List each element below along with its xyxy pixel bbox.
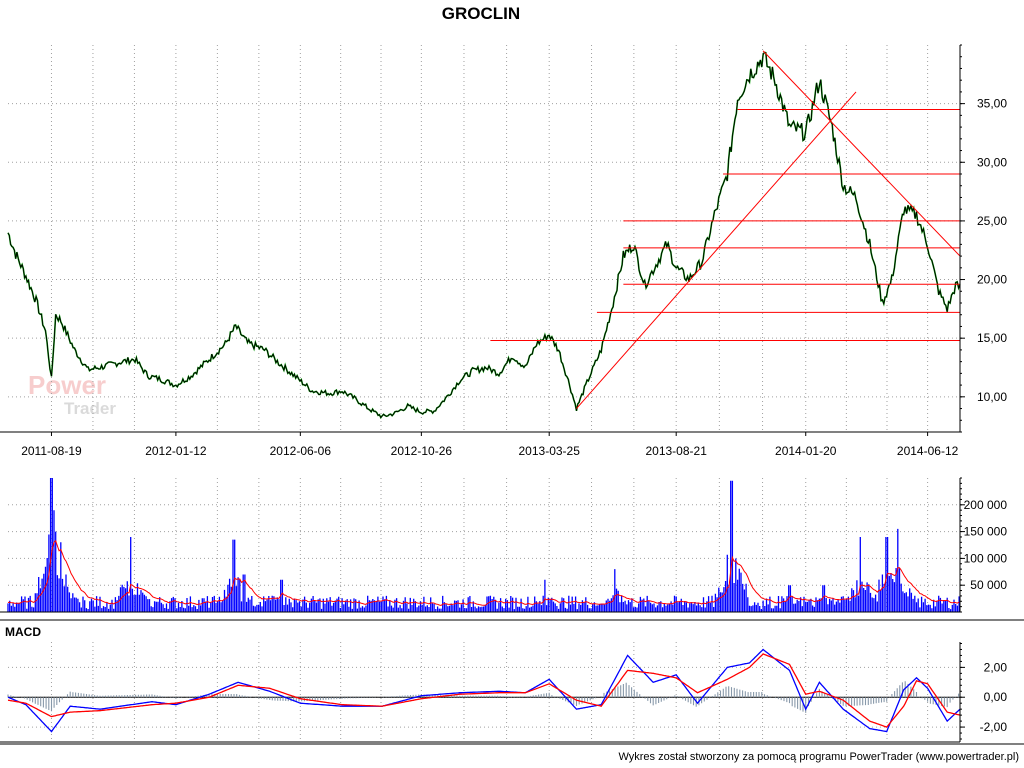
x-tick-label: 2011-08-19 [21,444,82,458]
volume-y-tick-label: 200 000 [964,498,1008,512]
x-tick-label: 2014-01-20 [775,444,837,458]
macd-y-tick-label: 2,00 [984,660,1008,674]
axes-layer: 2011-08-19 2012-01-12 2012-06-06 2012-10-26… [0,44,1024,745]
chart-title: GROCLIN [442,4,520,23]
macd-signal-line [7,653,961,728]
x-tick-label: 2012-06-06 [270,444,332,458]
x-tick-label: 2012-10-26 [391,444,453,458]
trendline [762,50,961,257]
x-tick-label: 2013-08-21 [645,444,707,458]
macd-y-tick-label: 0,00 [984,690,1008,704]
price-y-tick-label: 30,00 [977,155,1007,169]
volume-y-tick-label: 150 000 [964,525,1008,539]
macd-panel-title: MACD [5,625,41,639]
x-tick-label: 2012-01-12 [145,444,207,458]
watermark-trader: Trader [64,399,116,418]
price-panel [7,50,961,420]
price-line [7,51,961,419]
price-y-tick-label: 25,00 [977,214,1007,228]
volume-y-tick-label: 100 000 [964,551,1008,565]
volume-bars [7,478,960,612]
watermark-power: Power [28,370,106,400]
volume-panel [7,478,960,612]
macd-panel [7,648,961,733]
volume-y-tick-label: 50 000 [970,578,1007,592]
price-y-tick-label: 15,00 [977,331,1007,345]
price-y-tick-label: 20,00 [977,273,1007,287]
x-tick-label: 2013-03-25 [519,444,581,458]
macd-y-tick-label: -2,00 [980,720,1008,734]
volume-average-line [7,539,960,607]
price-y-tick-label: 10,00 [977,390,1007,404]
trendline [576,91,857,409]
price-y-tick-label: 35,00 [977,97,1007,111]
footer-credit: Wykres został stworzony za pomocą progra… [618,751,1019,763]
x-tick-label: 2014-06-12 [897,444,959,458]
macd-histogram [7,681,960,713]
